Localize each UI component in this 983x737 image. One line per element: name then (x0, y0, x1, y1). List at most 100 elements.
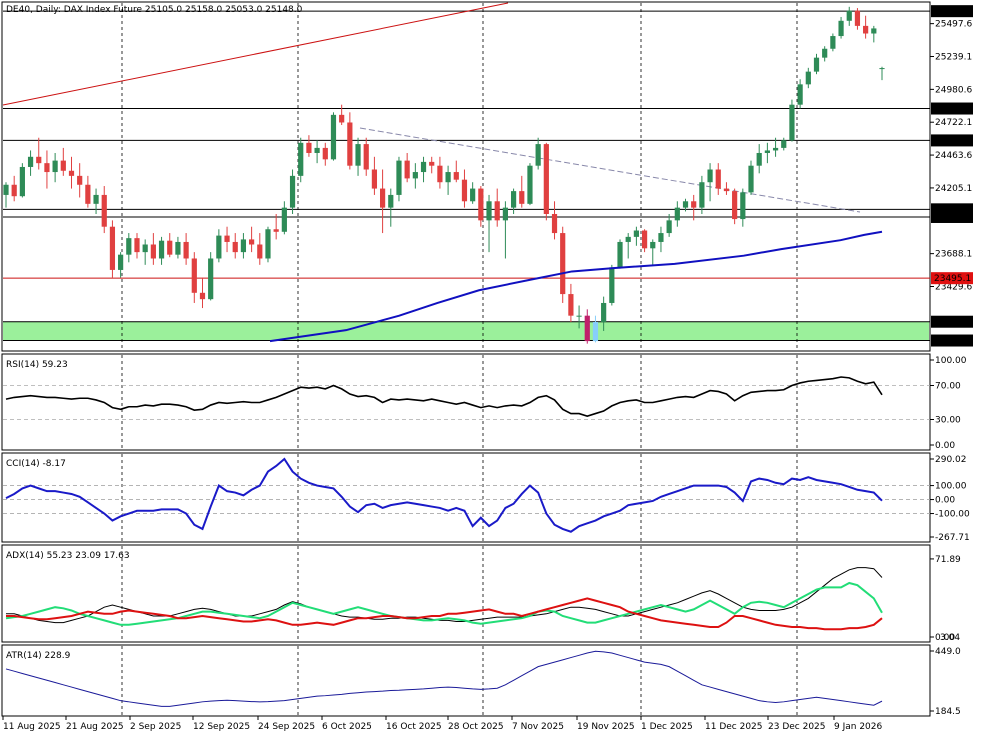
date-label: 23 Dec 2025 (768, 722, 826, 732)
candle-body (330, 114, 337, 160)
candle-body (461, 179, 468, 202)
atr-label: ATR(14) 228.9 (6, 651, 71, 661)
price-level-label: 24036.7 (934, 205, 971, 215)
candle-body (584, 315, 590, 342)
candle-body (707, 169, 713, 183)
candle-body (52, 160, 58, 173)
rsi-tick-label: 70.00 (935, 382, 961, 392)
candle-body (3, 184, 9, 195)
candle-body (265, 229, 271, 259)
candle-body (134, 238, 140, 253)
candle-body (249, 239, 255, 245)
date-label: 24 Sep 2025 (258, 722, 315, 732)
adx-tick-label: 0.00 (935, 633, 955, 643)
candle-body (388, 194, 394, 208)
date-label: 1 Dec 2025 (641, 722, 693, 732)
adx-tick-label: 71.89 (935, 555, 961, 565)
candle-body (322, 147, 328, 160)
candle-body (306, 142, 312, 153)
candle-body (519, 191, 525, 204)
date-label: 6 Oct 2025 (322, 722, 372, 732)
price-level-label: 24829.8 (934, 105, 971, 115)
price-level-label: 23976.5 (934, 213, 971, 223)
adx-minus-di-line (6, 597, 883, 631)
candle-body (813, 57, 820, 72)
candle-body (666, 220, 672, 234)
candle-body (101, 194, 107, 227)
candle-body (224, 235, 230, 242)
cci-label: CCI(14) -8.17 (6, 459, 66, 469)
candle-body (748, 165, 754, 193)
price-level-label: 24578.9 (934, 136, 971, 146)
price-level-tag (931, 102, 973, 115)
candle-body (199, 292, 206, 300)
candle-body (478, 188, 484, 221)
candle-body (527, 165, 533, 204)
date-label: 2 Sep 2025 (130, 722, 181, 732)
candle-body (764, 150, 770, 153)
candle-body (404, 160, 410, 179)
candle-body (830, 36, 836, 49)
gray-trendline (359, 127, 861, 213)
adx-plus-di-line (5, 581, 883, 626)
cci-tick-label: 0.00 (935, 496, 955, 506)
candle-body (723, 188, 730, 192)
cci-panel (1, 452, 931, 543)
candle-body (363, 144, 369, 170)
date-label: 21 Aug 2025 (66, 722, 124, 732)
price-level-tag (931, 334, 973, 347)
candlesticks (3, 6, 885, 344)
price-level-tag (931, 134, 973, 147)
candle-body (27, 156, 34, 167)
candle-body (682, 201, 689, 208)
candle-body (150, 244, 156, 259)
candle-body (502, 207, 509, 221)
candle-body (191, 258, 197, 293)
atr-tick-label: 449.0 (935, 647, 961, 657)
candle-body (289, 175, 296, 208)
candle-body (232, 241, 238, 253)
candle-body (789, 104, 795, 141)
price-tick-label: 24205.1 (935, 184, 972, 194)
candle-body (339, 114, 345, 123)
candle-body (772, 147, 779, 151)
candle-body (715, 169, 721, 189)
moving-average-line (269, 230, 883, 343)
candle-body (756, 152, 762, 166)
date-label: 19 Nov 2025 (577, 722, 635, 732)
candle-body (314, 147, 320, 153)
candle-body (879, 68, 885, 70)
candle-body (11, 184, 17, 197)
candle-body (805, 71, 811, 85)
candle-body (281, 207, 287, 232)
rsi-tick-label: 100.00 (935, 356, 967, 366)
cci-tick-label: 290.02 (935, 455, 967, 465)
candle-body (650, 241, 656, 249)
date-label: 16 Oct 2025 (386, 722, 442, 732)
price-tick-label: 23688.1 (935, 250, 972, 260)
candle-body (846, 10, 852, 21)
candle-body (396, 160, 402, 195)
rsi-tick-label: 30.00 (935, 416, 961, 426)
candle-body (732, 191, 738, 220)
price-tick-label: 24722.1 (935, 118, 972, 128)
candle-body (371, 169, 378, 189)
candle-body (142, 244, 148, 253)
chart-header: DE40, Daily: DAX Index Future 25105.0 25… (6, 5, 303, 15)
candle-body (183, 241, 189, 259)
price-tick-label: 24980.6 (935, 85, 972, 95)
price-level-label: 23152.5 (934, 318, 971, 328)
price-level-tag (931, 315, 973, 328)
candle-body (19, 166, 25, 197)
candle-body (863, 25, 869, 34)
candle-body (641, 230, 648, 249)
adx-main-line (6, 567, 883, 624)
candle-body (854, 10, 861, 26)
candle-body (445, 172, 451, 183)
candle-body (609, 267, 615, 303)
candle-body (674, 207, 680, 221)
candle-body (658, 233, 664, 242)
price-tick-label: 23429.6 (935, 282, 972, 292)
rsi-line (5, 376, 883, 417)
candle-body (355, 144, 361, 166)
